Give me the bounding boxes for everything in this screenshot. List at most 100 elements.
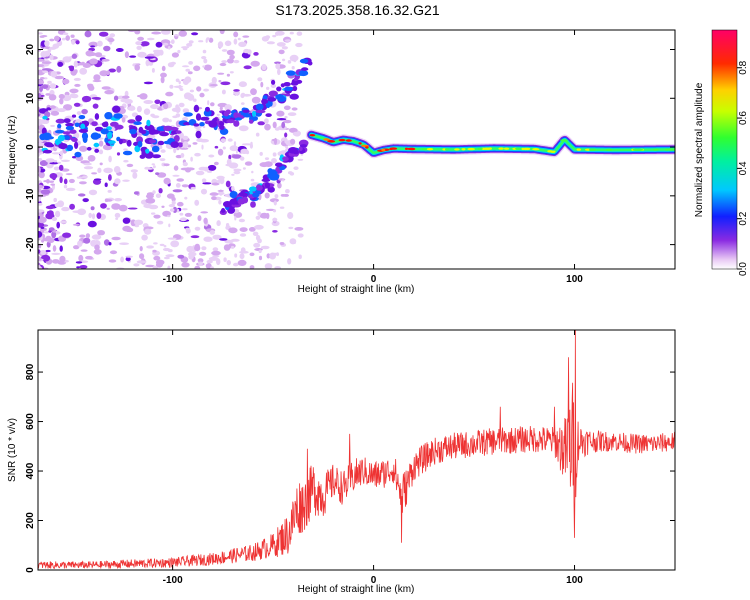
upper-branch-blob: [122, 150, 133, 156]
upper-branch-blob: [261, 98, 269, 105]
colorbar-label: Normalized spectral amplitude: [694, 82, 705, 217]
noise-blob: [108, 242, 112, 246]
upper-branch-blob: [91, 121, 98, 127]
noise-blob: [188, 40, 194, 44]
noise-blob: [77, 193, 86, 197]
noise-blob: [192, 142, 198, 145]
noise-blob: [209, 84, 218, 87]
noise-blob: [276, 110, 285, 117]
noise-blob: [69, 65, 75, 72]
noise-blob: [104, 90, 114, 95]
noise-blob: [100, 203, 107, 209]
noise-blob: [214, 161, 219, 166]
noise-blob: [160, 72, 167, 78]
x-tick-label: 100: [566, 274, 583, 285]
noise-blob: [257, 211, 262, 216]
noise-blob: [211, 182, 220, 186]
noise-blob: [50, 110, 60, 116]
upper-branch-blob: [277, 95, 287, 102]
upper-branch-blob: [251, 110, 257, 117]
noise-blob: [85, 233, 90, 239]
noise-blob: [185, 227, 191, 231]
upper-branch-blob: [96, 133, 102, 139]
main-trace-hotspot: [560, 139, 568, 142]
noise-blob: [230, 245, 235, 249]
noise-blob: [159, 243, 165, 247]
noise-blob: [272, 121, 277, 129]
lower-branch-blob: [282, 156, 288, 161]
noise-blob: [249, 265, 255, 269]
noise-blob: [259, 151, 263, 156]
upper-branch-blob: [107, 140, 116, 145]
snr-panel: -100 0 100 0 200 400 600 800 Height of straigh…: [7, 329, 676, 595]
noise-blob: [229, 145, 239, 152]
noise-blob: [40, 226, 45, 229]
noise-blob: [191, 32, 199, 36]
noise-blob: [189, 89, 194, 93]
noise-blob: [226, 49, 235, 56]
upper-branch-blob: [219, 125, 225, 130]
noise-blob: [38, 64, 44, 68]
upper-branch-blob: [146, 119, 151, 127]
noise-blob: [253, 52, 259, 56]
noise-blob: [251, 170, 254, 174]
noise-blob: [122, 95, 130, 99]
upper-branch-blob: [80, 123, 86, 130]
noise-blob: [80, 249, 88, 252]
upper-branch-blob: [112, 105, 121, 113]
upper-branch-blob: [141, 149, 146, 157]
main-trace-hotspot: [426, 148, 434, 151]
noise-blob: [242, 167, 246, 170]
noise-blob: [94, 113, 100, 120]
noise-blob: [211, 250, 221, 256]
noise-blob: [293, 59, 297, 63]
noise-blob: [197, 258, 204, 263]
noise-blob: [59, 98, 64, 105]
noise-blob: [225, 180, 231, 188]
main-trace-hotspot: [605, 148, 613, 152]
noise-blob: [182, 208, 188, 211]
noise-blob: [151, 31, 162, 35]
upper-branch-blob: [299, 58, 309, 64]
noise-blob: [184, 196, 188, 200]
upper-branch-blob: [78, 115, 86, 120]
noise-blob: [274, 127, 280, 131]
noise-blob: [74, 83, 81, 87]
noise-blob: [82, 198, 89, 203]
noise-blob: [82, 95, 92, 103]
x-tick-label: -100: [163, 575, 183, 586]
main-trace-hotspot: [477, 147, 481, 151]
noise-blob: [133, 191, 139, 195]
noise-blob: [163, 103, 169, 110]
noise-blob: [144, 56, 155, 59]
noise-blob: [134, 224, 140, 228]
upper-branch-blob: [195, 113, 202, 121]
noise-blob: [151, 115, 160, 119]
noise-blob: [153, 242, 158, 245]
noise-blob: [186, 245, 194, 253]
noise-blob: [170, 39, 175, 44]
noise-blob: [285, 145, 289, 149]
noise-blob: [152, 265, 158, 269]
upper-branch-blob: [292, 85, 298, 92]
snr-frame: [37, 329, 676, 571]
main-trace-hotspot: [498, 147, 504, 150]
noise-blob: [126, 163, 134, 168]
noise-blob: [63, 32, 69, 36]
noise-blob: [229, 71, 234, 74]
noise-blob: [61, 168, 70, 172]
lower-branch-blob: [288, 147, 298, 154]
noise-blob: [136, 260, 147, 264]
main-trace-hotspot: [338, 138, 346, 142]
upper-branch-blob: [301, 67, 309, 71]
noise-blob: [257, 77, 263, 82]
noise-blob: [49, 38, 55, 42]
noise-blob: [259, 212, 269, 219]
noise-blob: [297, 233, 304, 238]
noise-blob: [203, 88, 210, 92]
noise-blob: [214, 145, 219, 149]
noise-blob: [202, 65, 206, 68]
noise-blob: [163, 177, 171, 185]
upper-branch-blob: [262, 95, 268, 100]
noise-blob: [288, 226, 294, 230]
